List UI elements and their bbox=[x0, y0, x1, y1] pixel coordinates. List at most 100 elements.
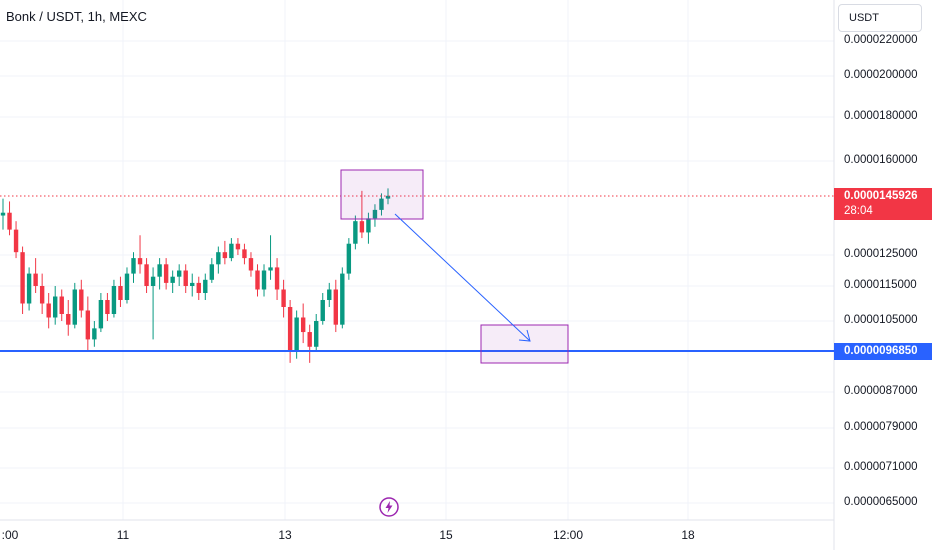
price-axis-label: 0.0000115000 bbox=[844, 279, 917, 291]
high-zone-rectangle[interactable] bbox=[340, 169, 424, 220]
candle-body bbox=[255, 270, 260, 290]
candle bbox=[353, 215, 358, 250]
price-axis-label: 0.0000220000 bbox=[844, 34, 918, 46]
candlestick-series bbox=[0, 188, 391, 363]
candle bbox=[190, 273, 195, 297]
candle bbox=[13, 221, 19, 259]
candle bbox=[274, 258, 280, 300]
symbol-title: Bonk / USDT, 1h, MEXC bbox=[6, 9, 147, 24]
candle bbox=[255, 264, 260, 297]
candle bbox=[235, 238, 241, 255]
candle-body bbox=[0, 212, 6, 216]
candle-body bbox=[20, 252, 25, 304]
target-zone-rectangle[interactable] bbox=[480, 324, 569, 364]
currency-button[interactable]: USDT bbox=[838, 4, 922, 32]
candle-body bbox=[196, 282, 201, 293]
candle-body bbox=[222, 252, 228, 259]
candle-body bbox=[229, 243, 234, 259]
candle-body bbox=[85, 310, 91, 340]
candle-body bbox=[105, 300, 110, 314]
candle-body bbox=[59, 296, 64, 314]
candle-body bbox=[33, 273, 38, 286]
candle bbox=[39, 273, 45, 314]
candle bbox=[203, 273, 208, 300]
candle-body bbox=[7, 212, 12, 230]
candle-body bbox=[346, 243, 352, 274]
candle bbox=[85, 296, 91, 351]
candle-body bbox=[314, 321, 319, 347]
candle bbox=[359, 190, 365, 239]
candle bbox=[320, 293, 325, 325]
price-axis-label: 0.0000160000 bbox=[844, 154, 918, 166]
candle-body bbox=[209, 264, 215, 280]
candle bbox=[137, 235, 143, 274]
candle bbox=[66, 300, 71, 336]
candle bbox=[131, 252, 136, 283]
candle bbox=[281, 279, 286, 318]
candle-body bbox=[79, 289, 84, 311]
candle-body bbox=[235, 243, 241, 250]
candle bbox=[124, 267, 130, 304]
time-axis-label: 11 bbox=[116, 528, 130, 542]
candle bbox=[7, 201, 12, 236]
candle-body bbox=[150, 276, 156, 286]
candle-body bbox=[170, 276, 175, 283]
candle bbox=[333, 279, 338, 333]
candle bbox=[379, 193, 384, 216]
candle bbox=[0, 198, 6, 230]
candle bbox=[33, 258, 38, 293]
current-price-tag: 0.0000145926 28:04 bbox=[834, 188, 932, 220]
time-axis-label: :00 bbox=[1, 528, 19, 542]
price-axis-label: 0.0000105000 bbox=[844, 314, 918, 326]
candle-body bbox=[92, 328, 97, 340]
candle bbox=[53, 286, 58, 325]
candle-body bbox=[216, 252, 221, 265]
candle-body bbox=[13, 229, 19, 253]
candle-body bbox=[46, 303, 51, 318]
candle bbox=[196, 276, 201, 300]
candle-body bbox=[300, 317, 306, 333]
candle-body bbox=[379, 198, 384, 210]
candle-body bbox=[385, 195, 391, 199]
candle-body bbox=[372, 209, 378, 219]
candle-body bbox=[66, 314, 71, 325]
price-axis-label: 0.0000065000 bbox=[844, 496, 918, 508]
candle bbox=[340, 267, 345, 329]
candle-body bbox=[359, 221, 365, 233]
candle bbox=[176, 264, 182, 286]
candle-body bbox=[248, 258, 254, 271]
flash-icon[interactable] bbox=[379, 497, 399, 517]
candle-body bbox=[327, 289, 332, 300]
candle-body bbox=[39, 286, 45, 304]
price-axis-label: 0.0000071000 bbox=[844, 461, 918, 473]
projection-arrow[interactable] bbox=[394, 213, 531, 342]
candle-body bbox=[111, 286, 117, 314]
candle-body bbox=[131, 258, 136, 274]
candle-body bbox=[183, 270, 188, 286]
candle bbox=[366, 212, 371, 244]
candle bbox=[268, 235, 273, 280]
candle bbox=[26, 267, 32, 311]
price-axis-label: 0.0000200000 bbox=[844, 69, 918, 81]
candle bbox=[59, 289, 64, 321]
candle bbox=[327, 282, 332, 307]
candle bbox=[150, 267, 156, 340]
candle-body bbox=[157, 264, 162, 277]
candle bbox=[248, 252, 254, 277]
candle-body bbox=[53, 296, 58, 318]
candle-body bbox=[203, 279, 208, 293]
candle-body bbox=[268, 267, 273, 271]
candle-body bbox=[287, 307, 293, 351]
price-axis-label: 0.0000079000 bbox=[844, 421, 918, 433]
candle-countdown: 28:04 bbox=[844, 205, 873, 217]
candle bbox=[98, 293, 104, 333]
price-axis-label: 0.0000180000 bbox=[844, 110, 918, 122]
candle-body bbox=[281, 289, 286, 307]
candle-body bbox=[333, 289, 338, 325]
candle bbox=[157, 258, 162, 290]
candle bbox=[209, 258, 215, 283]
candle bbox=[261, 264, 267, 297]
candle bbox=[372, 204, 378, 227]
candle bbox=[105, 293, 110, 321]
